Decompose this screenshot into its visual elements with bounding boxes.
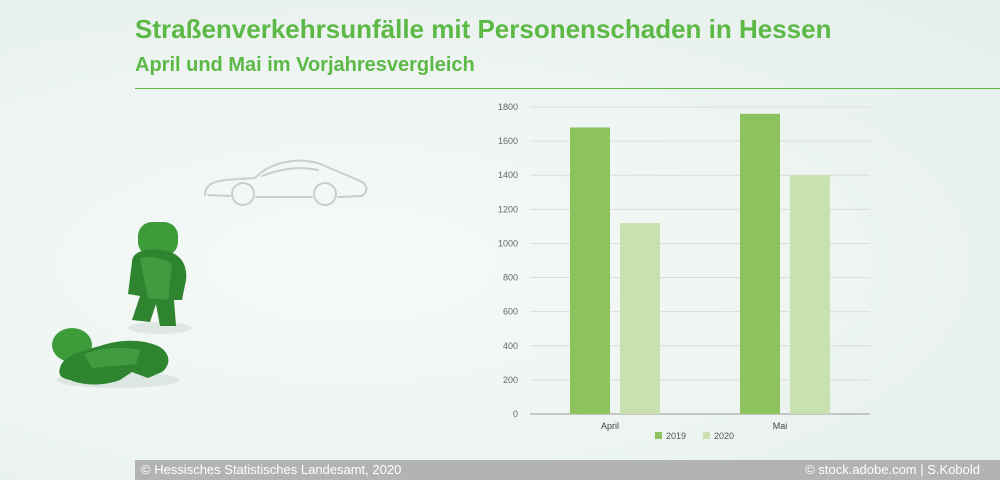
- legend-label-2019: 2019: [666, 431, 686, 441]
- y-tick-label: 600: [503, 307, 518, 317]
- bar-2020-april: [620, 222, 660, 414]
- background-illustration: [52, 159, 368, 388]
- y-tick-label: 1200: [498, 204, 518, 214]
- y-tick-label: 400: [503, 341, 518, 351]
- page-title: Straßenverkehrsunfälle mit Personenschad…: [135, 14, 832, 44]
- x-tick-label: Mai: [773, 421, 788, 431]
- y-tick-label: 1000: [498, 238, 518, 248]
- x-tick-label: April: [601, 421, 619, 431]
- y-tick-label: 1400: [498, 170, 518, 180]
- y-tick-label: 200: [503, 375, 518, 385]
- page-subtitle: April und Mai im Vorjahresvergleich: [135, 54, 475, 76]
- legend-label-2020: 2020: [714, 431, 734, 441]
- legend-swatch-2019: [655, 432, 662, 439]
- chart-legend: 2019 2020: [655, 431, 734, 441]
- bar-2019-mai: [740, 113, 780, 415]
- footer-bar: © Hessisches Statistisches Landesamt, 20…: [135, 460, 1000, 480]
- footer-copyright: © Hessisches Statistisches Landesamt, 20…: [141, 462, 402, 477]
- chart-labels: 0 200 400 600 800 1000 1200 1400 1600 1800 April Ma…: [498, 102, 787, 431]
- y-tick-label: 0: [513, 409, 518, 419]
- legend-swatch-2020: [703, 432, 710, 439]
- bar-2020-mai: [790, 175, 830, 414]
- y-tick-label: 1600: [498, 136, 518, 146]
- footer-image-credit: © stock.adobe.com | S.Kobold: [805, 462, 980, 477]
- lying-figure-icon: [52, 328, 180, 388]
- chart-bars: [570, 113, 830, 415]
- y-tick-label: 800: [503, 273, 518, 283]
- car-sketch-icon: [204, 159, 368, 206]
- y-tick-label: 1800: [498, 102, 518, 112]
- bar-chart: 0 200 400 600 800 1000 1200 1400 1600 1800 April Ma…: [498, 102, 870, 441]
- bar-2019-april: [570, 127, 610, 414]
- title-divider: [135, 88, 1000, 89]
- standing-figure-icon: [128, 222, 192, 334]
